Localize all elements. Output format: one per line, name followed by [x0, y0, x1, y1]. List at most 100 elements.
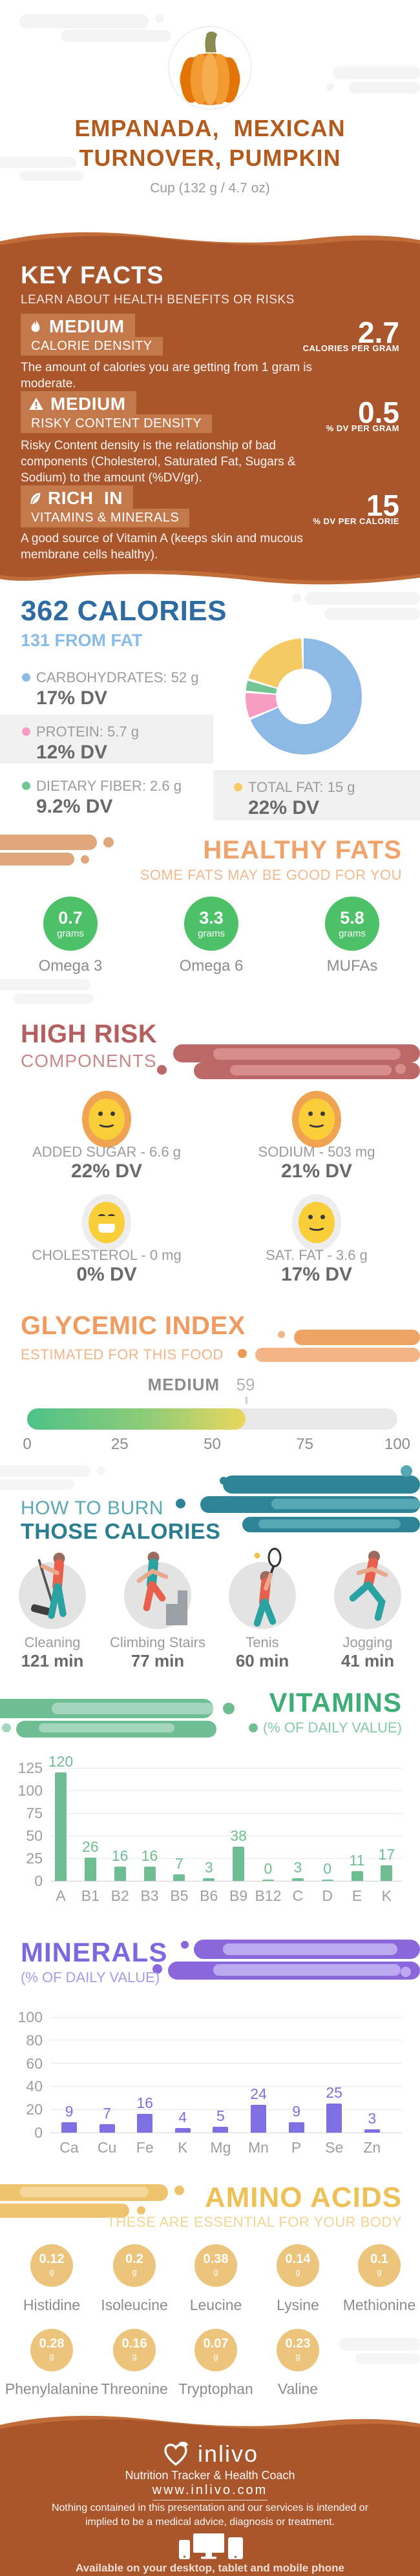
tennis-label: Tenis: [246, 1634, 279, 1650]
minerals-title: MINERALS: [21, 1937, 168, 1967]
x-label-K: K: [178, 2139, 188, 2156]
blob-decoration: [223, 1703, 235, 1714]
fact-calorie-density-value: 2.7: [358, 316, 399, 349]
threonine-value: 0.16: [121, 2337, 147, 2351]
gridline-75: [50, 1812, 402, 1814]
bar-P: [288, 2122, 304, 2133]
blob-decoration: [238, 1349, 247, 1358]
bar-value-Mn: 24: [250, 2085, 267, 2103]
sodium-label: SODIUM - 503 mg: [258, 1144, 375, 1160]
blob-decoration: [0, 1479, 74, 1490]
sodium-dv: 21% DV: [280, 1161, 353, 1182]
fact-level-label: MEDIUM: [50, 394, 126, 414]
x-label-B2: B2: [110, 1887, 129, 1904]
website-url[interactable]: www.inlivo.com: [152, 2483, 268, 2500]
gridline-100: [50, 2016, 402, 2018]
face-eye: [308, 1215, 313, 1219]
bar-B9: [233, 1846, 245, 1881]
high-risk-section: HIGH RISK COMPONENTS ADDED SUGAR - 6.6 g…: [0, 1007, 420, 1310]
face-eye: [308, 1111, 313, 1116]
fact-calorie-density-unit: CALORIES PER GRAM: [302, 343, 399, 353]
blob-decoration: [305, 592, 420, 605]
fact-rich-in-name: VITAMINS & MINERALS: [21, 509, 190, 527]
x-label-Cu: Cu: [97, 2139, 117, 2156]
omega3-value: 0.7: [58, 908, 83, 928]
protein-label: PROTEIN: 5.7 g: [36, 724, 139, 740]
cleaning-minutes: 121 min: [21, 1651, 84, 1670]
y-tick-label-0: 0: [34, 1872, 43, 1889]
fiber-dot: [22, 782, 30, 790]
bar-Ca: [61, 2122, 77, 2133]
vitamins-subtitle: (% OF DAILY VALUE): [262, 1719, 402, 1736]
threonine-blob: 0.16 g: [109, 2326, 160, 2371]
wave-divider: [0, 2415, 420, 2438]
x-label-P: P: [291, 2139, 302, 2156]
availability-text: Available on your desktop, tablet and mo…: [76, 2562, 344, 2574]
histidine-blob: 0.12 g: [26, 2241, 78, 2287]
fact-rich-in-unit: % DV PER CALORIE: [313, 516, 399, 526]
blob-decoration: [0, 157, 76, 168]
vitamins-title: VITAMINS: [269, 1687, 402, 1718]
blob-decoration: [249, 1723, 258, 1732]
blob-decoration: [213, 1048, 401, 1060]
added-sugar-dv: 22% DV: [70, 1161, 143, 1182]
food-photo: [168, 26, 252, 110]
blob-decoration: [19, 14, 149, 28]
fact-risky-density-unit: % DV PER GRAM: [326, 423, 399, 433]
bar-value-B2: 16: [111, 1847, 129, 1864]
bar-B1: [84, 1857, 96, 1881]
lysine-unit: g: [295, 2267, 300, 2277]
cholesterol-dv: 0% DV: [76, 1264, 137, 1285]
tennis-illustration: [253, 1548, 282, 1627]
blob-decoration: [213, 1964, 401, 1976]
phenylalanine-blob: 0.28 g: [26, 2326, 78, 2371]
burn-title-line1: HOW TO BURN: [21, 1497, 164, 1519]
fiber-label: DIETARY FIBER: 2.6 g: [36, 778, 182, 794]
bar-value-B5: 7: [174, 1855, 184, 1872]
mufas-unit: grams: [339, 928, 366, 939]
methionine-label: Methionine: [342, 2297, 416, 2313]
fact-calorie-density-name: CALORIE DENSITY: [21, 337, 163, 356]
fact-rich-in-description: A good source of Vitamin A (keeps skin a…: [21, 532, 303, 562]
blob-decoration: [176, 1499, 185, 1508]
methionine-value: 0.1: [370, 2252, 388, 2266]
omega3-blob: 0.7 grams: [38, 894, 103, 951]
healthy-fats-section: HEALTHY FATS SOME FATS MAY BE GOOD FOR Y…: [0, 829, 420, 1007]
fact-rich-in-value: 15: [366, 489, 399, 522]
y-tick-label-20: 20: [26, 2101, 43, 2118]
bar-Fe: [137, 2114, 153, 2133]
sat-fat-dv: 17% DV: [280, 1264, 353, 1285]
blob-decoration: [220, 1477, 227, 1485]
blob-decoration: [97, 1466, 105, 1475]
brand-tagline: Nutrition Tracker & Health Coach: [125, 2469, 295, 2482]
face-eye: [110, 1111, 115, 1116]
valine-unit: g: [295, 2351, 300, 2361]
blob-decoration: [103, 837, 114, 847]
valine-value: 0.23: [285, 2337, 311, 2351]
glycemic-marker: [246, 1397, 248, 1404]
blob-decoration: [0, 2204, 129, 2218]
leucine-unit: g: [213, 2267, 218, 2277]
x-label-Mg: Mg: [210, 2139, 231, 2156]
bar-value-B6: 3: [204, 1858, 213, 1876]
blob-decoration: [292, 593, 301, 602]
page-title-line2: TURNOVER, PUMPKIN: [79, 145, 341, 171]
blob-decoration: [155, 14, 164, 23]
isoleucine-unit: g: [132, 2267, 137, 2277]
bar-value-B12: 0: [264, 1860, 273, 1877]
y-tick-label-25: 25: [26, 1850, 43, 1867]
fact-risky-density-level: MEDIUM: [21, 391, 136, 417]
lysine-value: 0.14: [285, 2252, 311, 2266]
bar-value-D: 0: [323, 1860, 332, 1877]
glycemic-gauge: [27, 1408, 397, 1430]
total-fat-dv: 22% DV: [248, 797, 320, 818]
blob-decoration: [339, 2338, 420, 2351]
fiber-dv: 9.2% DV: [36, 796, 113, 817]
bar-K: [381, 1865, 393, 1881]
sat-fat-label: SAT. FAT - 3.6 g: [266, 1247, 368, 1263]
bar-value-A: 120: [48, 1753, 74, 1770]
bar-Mg: [213, 2127, 229, 2133]
blob-decoration: [258, 1519, 401, 1528]
blob-decoration: [13, 993, 94, 1004]
bar-C: [291, 1878, 304, 1881]
